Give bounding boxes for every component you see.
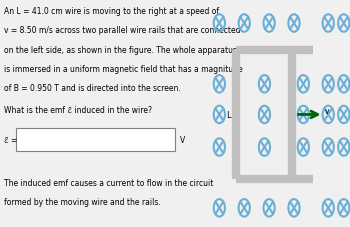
Text: An L = 41.0 cm wire is moving to the right at a speed of: An L = 41.0 cm wire is moving to the rig…	[4, 7, 219, 16]
Text: of B = 0.950 T and is directed into the screen.: of B = 0.950 T and is directed into the …	[4, 84, 181, 93]
Text: is immersed in a uniform magnetic field that has a magnitude: is immersed in a uniform magnetic field …	[4, 65, 243, 74]
Text: v = 8.50 m/s across two parallel wire rails that are connected: v = 8.50 m/s across two parallel wire ra…	[4, 26, 241, 35]
FancyBboxPatch shape	[16, 128, 175, 151]
Text: v: v	[325, 107, 330, 116]
Text: formed by the moving wire and the rails.: formed by the moving wire and the rails.	[4, 197, 161, 206]
Text: V: V	[180, 135, 186, 144]
Text: L: L	[226, 111, 230, 119]
Text: The induced emf causes a current to flow in the circuit: The induced emf causes a current to flow…	[4, 178, 214, 187]
Text: ℰ =: ℰ =	[4, 135, 18, 144]
Text: What is the emf ℰ induced in the wire?: What is the emf ℰ induced in the wire?	[4, 106, 152, 114]
Text: on the left side, as shown in the figure. The whole apparatus: on the left side, as shown in the figure…	[4, 45, 237, 54]
